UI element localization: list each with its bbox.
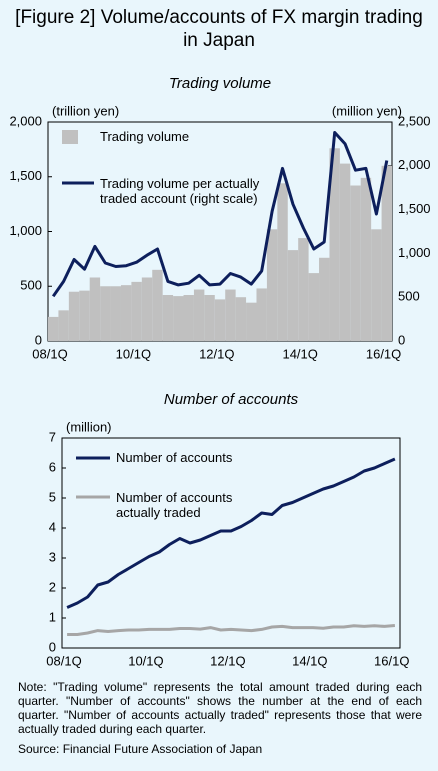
bar	[371, 229, 382, 341]
bar	[152, 269, 163, 341]
x-tick-label: 10/1Q	[116, 346, 151, 361]
x-tick-label: 08/1Q	[32, 346, 67, 361]
x-tick-label: 10/1Q	[128, 653, 163, 668]
bar	[110, 286, 121, 341]
y-tick-label: 0	[49, 639, 56, 654]
bar	[68, 291, 80, 341]
y-axis-label: (trillion yen)	[52, 103, 119, 118]
x-tick-label: 12/1Q	[210, 653, 245, 668]
bar	[225, 289, 236, 341]
plot-area	[61, 437, 401, 649]
legend-swatch	[62, 130, 78, 144]
y-tick-label: 1,500	[9, 168, 42, 183]
bar	[89, 277, 101, 341]
y2-tick-label: 2,000	[398, 157, 431, 172]
bar	[350, 185, 361, 341]
legend-label: Trading volume per actually traded accou…	[100, 176, 260, 206]
y-tick-label: 2	[49, 579, 56, 594]
note: Note: "Trading volume" represents the to…	[18, 680, 422, 736]
x-tick-label: 16/1Q	[374, 653, 409, 668]
source: Source: Financial Future Association of …	[18, 742, 263, 756]
bar	[298, 238, 309, 341]
y-tick-label: 3	[49, 549, 56, 564]
bar	[173, 296, 184, 341]
y2-tick-label: 1,000	[398, 245, 431, 260]
bar	[204, 295, 215, 341]
bar	[308, 273, 320, 341]
bar	[277, 183, 288, 341]
y2-axis-label: (million yen)	[332, 103, 402, 118]
bar	[120, 285, 132, 341]
y-tick-label: 1	[49, 609, 56, 624]
bar	[266, 229, 278, 341]
y2-tick-label: 500	[398, 289, 420, 304]
bar	[214, 299, 226, 341]
line	[66, 457, 396, 609]
y-tick-label: 2,000	[9, 113, 42, 128]
bar	[141, 277, 153, 341]
bar	[360, 177, 372, 341]
bar	[235, 297, 247, 341]
chart-subtitle: Trading volume	[169, 75, 271, 92]
bar	[131, 281, 142, 341]
y2-tick-label: 1,500	[398, 201, 431, 216]
y-tick-label: 5	[49, 489, 56, 504]
x-tick-label: 12/1Q	[199, 346, 234, 361]
y2-tick-label: 0	[398, 332, 405, 347]
bar	[193, 289, 205, 341]
legend-label: Trading volume	[100, 129, 190, 144]
x-tick-label: 14/1Q	[292, 653, 327, 668]
line	[67, 624, 396, 636]
bar	[319, 257, 330, 341]
y2-tick-label: 2,500	[398, 113, 431, 128]
bar	[79, 290, 90, 341]
y-axis-label: (million)	[66, 419, 112, 434]
y-tick-label: 4	[49, 519, 56, 534]
figure-title: [Figure 2] Volume/accounts of FX margin …	[15, 7, 423, 51]
bar	[100, 286, 111, 341]
bar	[256, 288, 267, 341]
y-tick-label: 0	[35, 332, 42, 347]
x-tick-label: 16/1Q	[366, 346, 401, 361]
y-tick-label: 1,000	[9, 223, 42, 238]
bar	[183, 295, 194, 341]
bar	[162, 295, 174, 341]
bar	[381, 165, 392, 341]
chart-subtitle: Number of accounts	[164, 391, 299, 408]
y-tick-label: 500	[20, 278, 42, 293]
x-tick-label: 08/1Q	[46, 653, 81, 668]
bar	[246, 302, 257, 341]
legend-label: Number of accounts actually traded	[116, 490, 233, 520]
line	[51, 131, 389, 298]
y-tick-label: 7	[49, 429, 56, 444]
legend-label: Number of accounts	[116, 450, 233, 465]
bar	[339, 163, 351, 341]
bar	[329, 148, 340, 341]
x-tick-label: 14/1Q	[282, 346, 317, 361]
bar	[48, 316, 59, 341]
y-tick-label: 6	[49, 459, 56, 474]
bar	[287, 250, 299, 341]
bar	[58, 310, 69, 341]
